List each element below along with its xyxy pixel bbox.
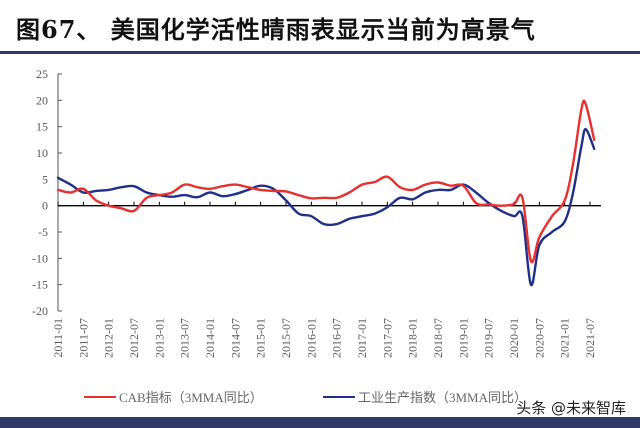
y-tick-label: 25 [36, 67, 48, 81]
chart-title: 图67、 美国化学活性晴雨表显示当前为高景气 [16, 15, 536, 44]
chart-series [56, 99, 596, 286]
cab-series-line [56, 99, 596, 264]
legend-item-cab: CAB指标（3MMA同比） [84, 387, 263, 406]
legend-item-ip: 工业生产指数（3MMA同比） [323, 387, 527, 406]
y-tick-label: -10 [32, 251, 48, 265]
legend: CAB指标（3MMA同比） 工业生产指数（3MMA同比） [0, 387, 640, 405]
bottom-divider [0, 417, 640, 428]
x-tick-label: 2014-07 [228, 318, 242, 358]
x-tick-label: 2016-07 [330, 318, 344, 358]
x-tick-label: 2019-07 [482, 318, 496, 358]
y-tick-label: 20 [36, 93, 48, 107]
x-tick-label: 2014-01 [203, 318, 217, 358]
y-tick-label: 15 [36, 120, 48, 134]
y-tick-label: -5 [38, 225, 48, 239]
x-tick-label: 2015-07 [279, 318, 293, 358]
x-tick-label: 2020-01 [507, 318, 521, 358]
y-tick-label: 0 [42, 199, 48, 213]
x-tick-label: 2012-07 [127, 318, 141, 358]
x-axis: 2011-01 2011-07 2012-01 2012-07 2013-01 2013-… [51, 201, 601, 358]
ip-line-swatch-icon [323, 395, 355, 398]
x-tick-label: 2017-01 [355, 318, 369, 358]
title-divider [0, 51, 640, 54]
x-tick-label: 2018-07 [431, 318, 445, 358]
x-tick-label: 2015-01 [254, 318, 268, 358]
cab-line-swatch-icon [84, 395, 116, 398]
y-tick-label: -20 [32, 304, 48, 318]
x-tick-label: 2021-07 [583, 318, 597, 358]
x-tick-label: 2018-01 [406, 318, 420, 358]
watermark: 头条 @未来智库 [516, 399, 626, 417]
x-tick-label: 2020-07 [532, 318, 546, 358]
x-tick-label: 2016-01 [304, 318, 318, 358]
x-tick-label: 2011-01 [51, 318, 65, 358]
x-tick-label: 2013-07 [178, 318, 192, 358]
legend-label-cab: CAB指标（3MMA同比） [119, 390, 263, 405]
x-tick-label: 2019-01 [456, 318, 470, 358]
x-tick-label: 2021-01 [558, 318, 572, 358]
legend-label-ip: 工业生产指数（3MMA同比） [358, 390, 528, 405]
y-axis: 25 20 15 10 5 0 -5 -10 -15 -20 [32, 67, 62, 318]
x-tick-label: 2017-07 [380, 318, 394, 358]
y-tick-label: 5 [42, 172, 48, 186]
y-tick-label: 10 [36, 146, 48, 160]
ip-series-line [56, 128, 596, 286]
x-tick-label: 2012-01 [102, 318, 116, 358]
x-tick-label: 2013-01 [152, 318, 166, 358]
x-tick-label: 2011-07 [76, 318, 90, 358]
y-tick-label: -15 [32, 278, 48, 292]
